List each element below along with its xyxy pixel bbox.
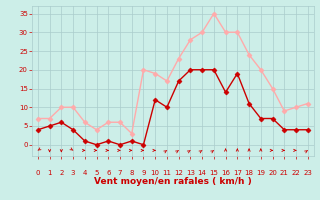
X-axis label: Vent moyen/en rafales ( km/h ): Vent moyen/en rafales ( km/h ): [94, 177, 252, 186]
